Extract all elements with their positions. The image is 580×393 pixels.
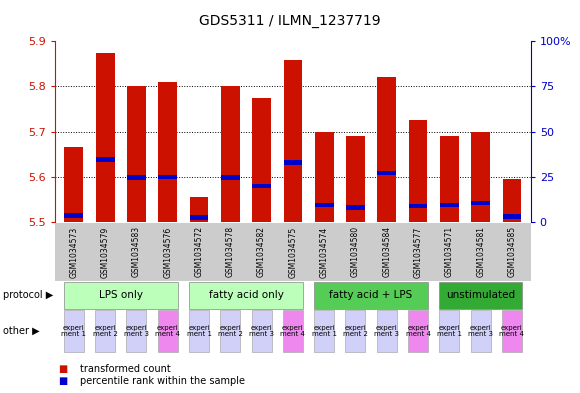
Text: GSM1034579: GSM1034579 [101, 226, 110, 277]
Bar [409, 204, 427, 208]
Text: experi
ment 1: experi ment 1 [311, 325, 336, 337]
Text: experi
ment 3: experi ment 3 [468, 325, 493, 337]
Text: transformed count: transformed count [80, 364, 171, 374]
Bar [315, 132, 333, 222]
Text: experi
ment 3: experi ment 3 [249, 325, 274, 337]
Text: other ▶: other ▶ [3, 326, 39, 336]
Text: experi
ment 1: experi ment 1 [61, 325, 86, 337]
Bar [221, 176, 240, 180]
Text: GDS5311 / ILMN_1237719: GDS5311 / ILMN_1237719 [199, 14, 381, 28]
Text: experi
ment 4: experi ment 4 [281, 325, 305, 337]
Bar [96, 158, 115, 162]
Text: GSM1034573: GSM1034573 [70, 226, 78, 277]
Bar [127, 86, 146, 222]
Bar [252, 98, 271, 222]
Text: GSM1034581: GSM1034581 [476, 226, 485, 277]
Text: experi
ment 3: experi ment 3 [124, 325, 149, 337]
Text: GSM1034580: GSM1034580 [351, 226, 360, 277]
Text: GSM1034582: GSM1034582 [257, 226, 266, 277]
Text: fatty acid only: fatty acid only [209, 290, 284, 300]
Text: fatty acid + LPS: fatty acid + LPS [329, 290, 413, 300]
Text: experi
ment 4: experi ment 4 [499, 325, 524, 337]
Bar [409, 120, 427, 222]
Text: protocol ▶: protocol ▶ [3, 290, 53, 300]
Text: LPS only: LPS only [99, 290, 143, 300]
Bar [221, 86, 240, 222]
Bar [64, 213, 84, 218]
Bar [440, 136, 459, 222]
Bar [502, 179, 521, 222]
Text: experi
ment 1: experi ment 1 [437, 325, 462, 337]
Bar [378, 77, 396, 222]
Text: GSM1034576: GSM1034576 [163, 226, 172, 277]
Bar [284, 160, 302, 165]
Bar [252, 184, 271, 188]
Bar [502, 214, 521, 219]
Text: GSM1034572: GSM1034572 [194, 226, 204, 277]
Text: GSM1034585: GSM1034585 [508, 226, 516, 277]
Bar [471, 132, 490, 222]
Text: percentile rank within the sample: percentile rank within the sample [80, 376, 245, 386]
Bar [190, 197, 208, 222]
Bar [158, 174, 177, 179]
Text: GSM1034571: GSM1034571 [445, 226, 454, 277]
Bar [346, 205, 365, 210]
Bar [127, 176, 146, 180]
Bar [471, 201, 490, 205]
Bar [315, 203, 333, 207]
Bar [190, 215, 208, 220]
Text: GSM1034578: GSM1034578 [226, 226, 235, 277]
Bar [96, 53, 115, 222]
Text: ■: ■ [58, 364, 67, 374]
Text: ■: ■ [58, 376, 67, 386]
Bar [346, 136, 365, 222]
Text: experi
ment 2: experi ment 2 [343, 325, 368, 337]
Text: experi
ment 3: experi ment 3 [374, 325, 399, 337]
Text: experi
ment 1: experi ment 1 [187, 325, 212, 337]
Bar [378, 171, 396, 176]
Text: GSM1034583: GSM1034583 [132, 226, 141, 277]
Text: experi
ment 2: experi ment 2 [218, 325, 243, 337]
Bar [440, 203, 459, 207]
Bar [284, 60, 302, 222]
Text: experi
ment 2: experi ment 2 [93, 325, 118, 337]
Bar [158, 82, 177, 222]
Text: GSM1034577: GSM1034577 [414, 226, 423, 277]
Text: experi
ment 4: experi ment 4 [155, 325, 180, 337]
Text: GSM1034575: GSM1034575 [288, 226, 298, 277]
Text: GSM1034584: GSM1034584 [382, 226, 392, 277]
Text: experi
ment 4: experi ment 4 [405, 325, 430, 337]
Bar [64, 147, 84, 222]
Text: unstimulated: unstimulated [446, 290, 515, 300]
Text: GSM1034574: GSM1034574 [320, 226, 329, 277]
